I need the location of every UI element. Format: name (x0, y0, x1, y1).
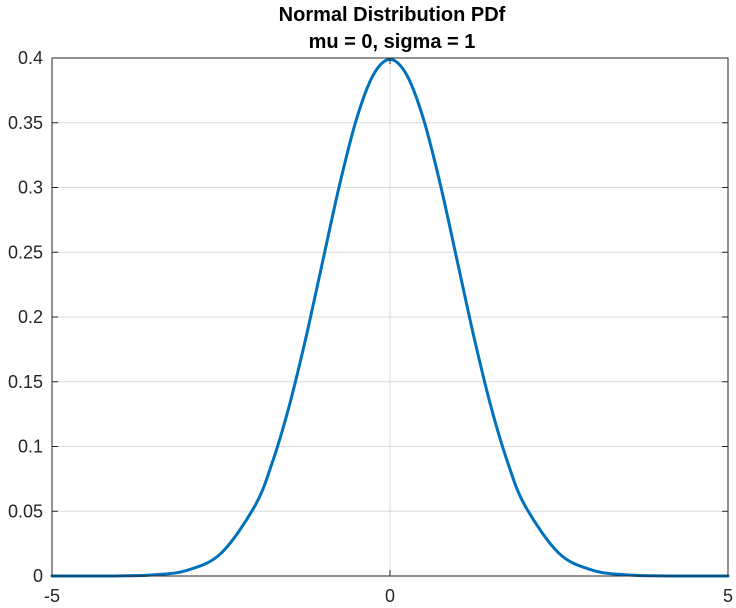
y-tick-label: 0.3 (18, 178, 43, 198)
y-axis-tick-labels: 0 0.05 0.1 0.15 0.2 0.25 0.3 0.35 0.4 (8, 48, 43, 586)
x-tick-label: -5 (44, 586, 60, 606)
chart-subtitle: mu = 0, sigma = 1 (309, 31, 476, 53)
y-tick-label: 0.05 (8, 501, 43, 521)
y-tick-label: 0.35 (8, 113, 43, 133)
y-tick-label: 0.25 (8, 242, 43, 262)
axis-ticks (51, 57, 729, 577)
x-axis-tick-labels: -5 0 5 (44, 586, 733, 606)
chart-title: Normal Distribution PDf (279, 4, 506, 26)
x-tick-label: 5 (723, 586, 733, 606)
y-tick-label: 0.15 (8, 372, 43, 392)
x-tick-label: 0 (385, 586, 395, 606)
y-tick-label: 0.1 (18, 437, 43, 457)
grid-lines (51, 57, 729, 577)
y-tick-label: 0.4 (18, 48, 43, 68)
y-tick-label: 0 (33, 566, 43, 586)
y-tick-label: 0.2 (18, 307, 43, 327)
